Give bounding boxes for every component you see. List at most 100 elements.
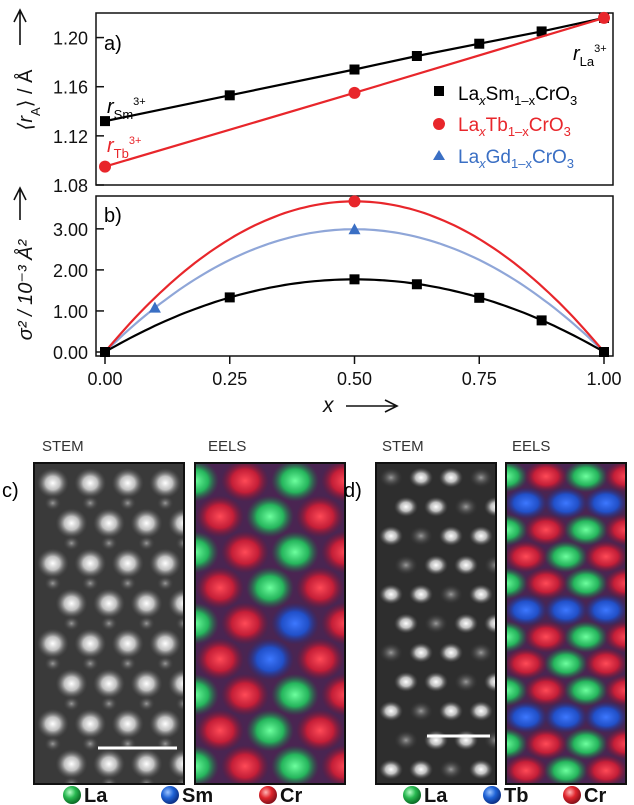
atom-column xyxy=(137,535,156,552)
stem-image-c-frame xyxy=(33,462,185,785)
element-signal xyxy=(321,745,345,784)
data-point-sm xyxy=(224,292,235,303)
element-signal xyxy=(195,463,219,502)
element-label: Cr xyxy=(280,785,302,805)
x-tick-label: 1.00 xyxy=(586,369,621,389)
atom-column xyxy=(156,575,175,592)
data-point-tb xyxy=(99,160,111,173)
annotation-r-sm3-sup: 3+ xyxy=(133,96,146,108)
atom-column xyxy=(156,655,175,672)
element-signal xyxy=(604,513,626,546)
element-signal xyxy=(564,463,608,493)
atom-column xyxy=(93,748,125,779)
atom-column xyxy=(111,468,144,499)
data-point-sm xyxy=(349,274,360,285)
element-marker xyxy=(403,786,421,804)
legend-label-gd: LaxGd1–xCrO3 xyxy=(458,147,574,171)
element-signal xyxy=(584,701,626,734)
element-signal xyxy=(544,647,588,680)
atom-column xyxy=(100,775,118,784)
atom-column xyxy=(74,548,107,579)
element-signal xyxy=(321,673,345,716)
atom-column xyxy=(484,555,496,576)
legend-text-part: x xyxy=(478,93,486,108)
atom-column xyxy=(424,613,448,634)
legend-text-part: x xyxy=(478,156,486,171)
atom-column xyxy=(36,708,69,739)
y-tick-label: 1.08 xyxy=(53,176,88,196)
element-signal xyxy=(524,674,568,707)
atom-column xyxy=(36,548,69,579)
element-marker xyxy=(259,786,277,804)
element-signal xyxy=(524,620,568,653)
atom-column xyxy=(439,642,463,663)
micrograph-c-stem-title: STEM xyxy=(42,438,84,455)
data-point-sm xyxy=(474,292,485,303)
element-signal xyxy=(506,674,528,707)
atom-column xyxy=(379,759,403,780)
atom-column xyxy=(81,575,100,592)
element-signal xyxy=(506,594,548,627)
element-marker xyxy=(483,786,501,804)
atom-column xyxy=(409,759,433,780)
atom-column xyxy=(118,495,137,512)
eels-map-d-frame xyxy=(505,462,627,785)
y-tick-label: 1.16 xyxy=(53,78,88,98)
atom-column xyxy=(36,628,69,659)
atom-column xyxy=(394,613,418,634)
atom-column xyxy=(424,671,448,692)
atom-column xyxy=(175,615,184,632)
element-signal xyxy=(506,727,528,760)
atom-column xyxy=(168,588,184,619)
element-signal xyxy=(584,594,626,627)
atom-column xyxy=(130,748,163,779)
element-signal xyxy=(195,602,219,645)
micrograph-d-label: d) xyxy=(344,480,362,502)
y-tick-label: 2.00 xyxy=(53,261,88,281)
legend-text-part: CrO xyxy=(535,84,570,105)
atom-column xyxy=(43,655,62,672)
atom-column xyxy=(439,584,463,605)
atom-column xyxy=(454,496,478,517)
legend-element-sm: Sm xyxy=(161,785,213,805)
atom-column xyxy=(55,588,88,619)
atom-column xyxy=(111,708,144,739)
annotation-r-tb3-main: r xyxy=(107,135,115,157)
panel-b-label: b) xyxy=(104,205,122,227)
element-signal xyxy=(544,487,588,520)
y-tick-label: 1.20 xyxy=(53,29,88,49)
element-signal xyxy=(506,567,528,600)
element-signal xyxy=(195,745,219,784)
stem-image-d-atoms xyxy=(379,467,496,780)
element-signal xyxy=(604,567,626,600)
micrograph-panel-c: c) STEM EELS La Sm Cr xyxy=(2,438,346,805)
element-label: Sm xyxy=(182,785,213,805)
element-signal xyxy=(584,647,626,680)
element-signal xyxy=(221,602,269,645)
element-signal xyxy=(195,673,219,716)
atom-column xyxy=(484,613,496,634)
data-point-sm xyxy=(411,51,422,61)
panel-a-y-title-tail: ⟩ / Å xyxy=(14,69,37,107)
legend-element-tb: Tb xyxy=(483,785,528,805)
micrograph-c-label: c) xyxy=(2,480,19,502)
atom-column xyxy=(43,495,62,512)
element-signal xyxy=(524,513,568,546)
legend-text-part: Gd xyxy=(486,147,511,168)
element-marker xyxy=(63,786,81,804)
element-signal xyxy=(221,673,269,716)
legend-text-part: CrO xyxy=(532,147,567,168)
element-signal xyxy=(506,701,548,734)
atom-column xyxy=(175,535,184,552)
element-signal xyxy=(584,754,626,784)
eels-map-c-atoms xyxy=(195,463,345,784)
atom-column xyxy=(62,535,81,552)
y-tick-label: 3.00 xyxy=(53,220,88,240)
element-signal xyxy=(506,620,528,653)
atom-column xyxy=(424,496,448,517)
element-signal xyxy=(246,495,294,538)
element-signal xyxy=(604,674,626,707)
data-point-sm xyxy=(100,347,110,357)
data-point-sm xyxy=(599,347,609,357)
legend-item-sm: LaxSm1–xCrO3 xyxy=(434,84,577,108)
